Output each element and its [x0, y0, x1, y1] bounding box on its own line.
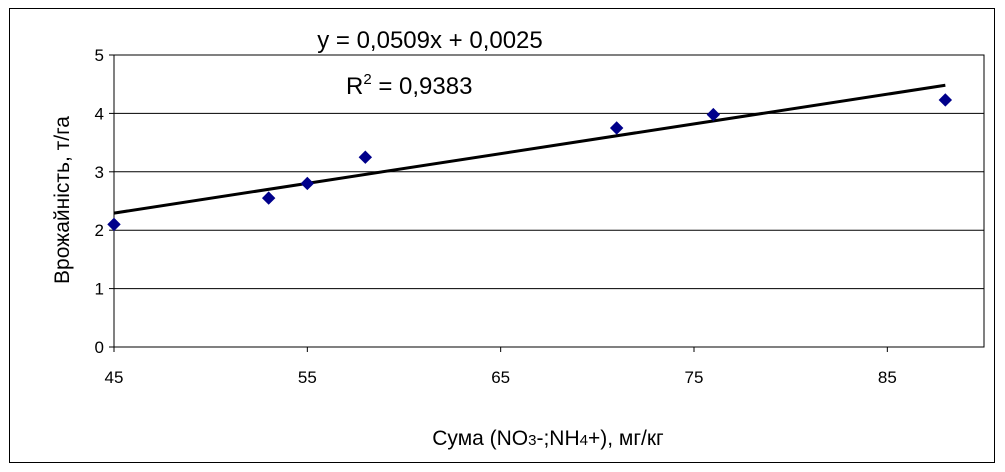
data-point [107, 217, 121, 232]
x-tick-label: 55 [298, 368, 317, 387]
trendline [113, 83, 946, 215]
x-tick-label: 85 [878, 368, 897, 387]
grid-layer [114, 112, 984, 290]
y-tick-label: 3 [95, 163, 104, 182]
data-point [358, 150, 373, 164]
x-tick-label: 75 [685, 368, 704, 387]
data-point [261, 191, 276, 205]
points-layer [107, 93, 953, 232]
trendline-equation: y = 0,0509x + 0,0025 [317, 27, 543, 54]
data-point [609, 121, 624, 135]
trendline-layer [113, 83, 946, 215]
plot-area [113, 54, 985, 348]
x-tick-label: 45 [105, 368, 124, 387]
chart-frame [9, 8, 995, 463]
y-tick-label: 0 [95, 338, 104, 357]
y-axis-title: Врожайність, т/га [51, 116, 74, 284]
y-tick-label: 2 [95, 221, 104, 240]
y-tick-label: 4 [95, 104, 104, 123]
y-tick-label: 5 [95, 46, 104, 65]
x-axis-title: Сума (NO3-;NH4+), мг/кг [432, 427, 664, 450]
data-point [938, 93, 953, 107]
y-tick-label: 1 [95, 280, 104, 299]
data-point [706, 107, 721, 122]
r-squared-label: R2 = 0,9383 [346, 71, 472, 100]
x-tick-label: 65 [491, 368, 510, 387]
data-point [300, 176, 315, 191]
